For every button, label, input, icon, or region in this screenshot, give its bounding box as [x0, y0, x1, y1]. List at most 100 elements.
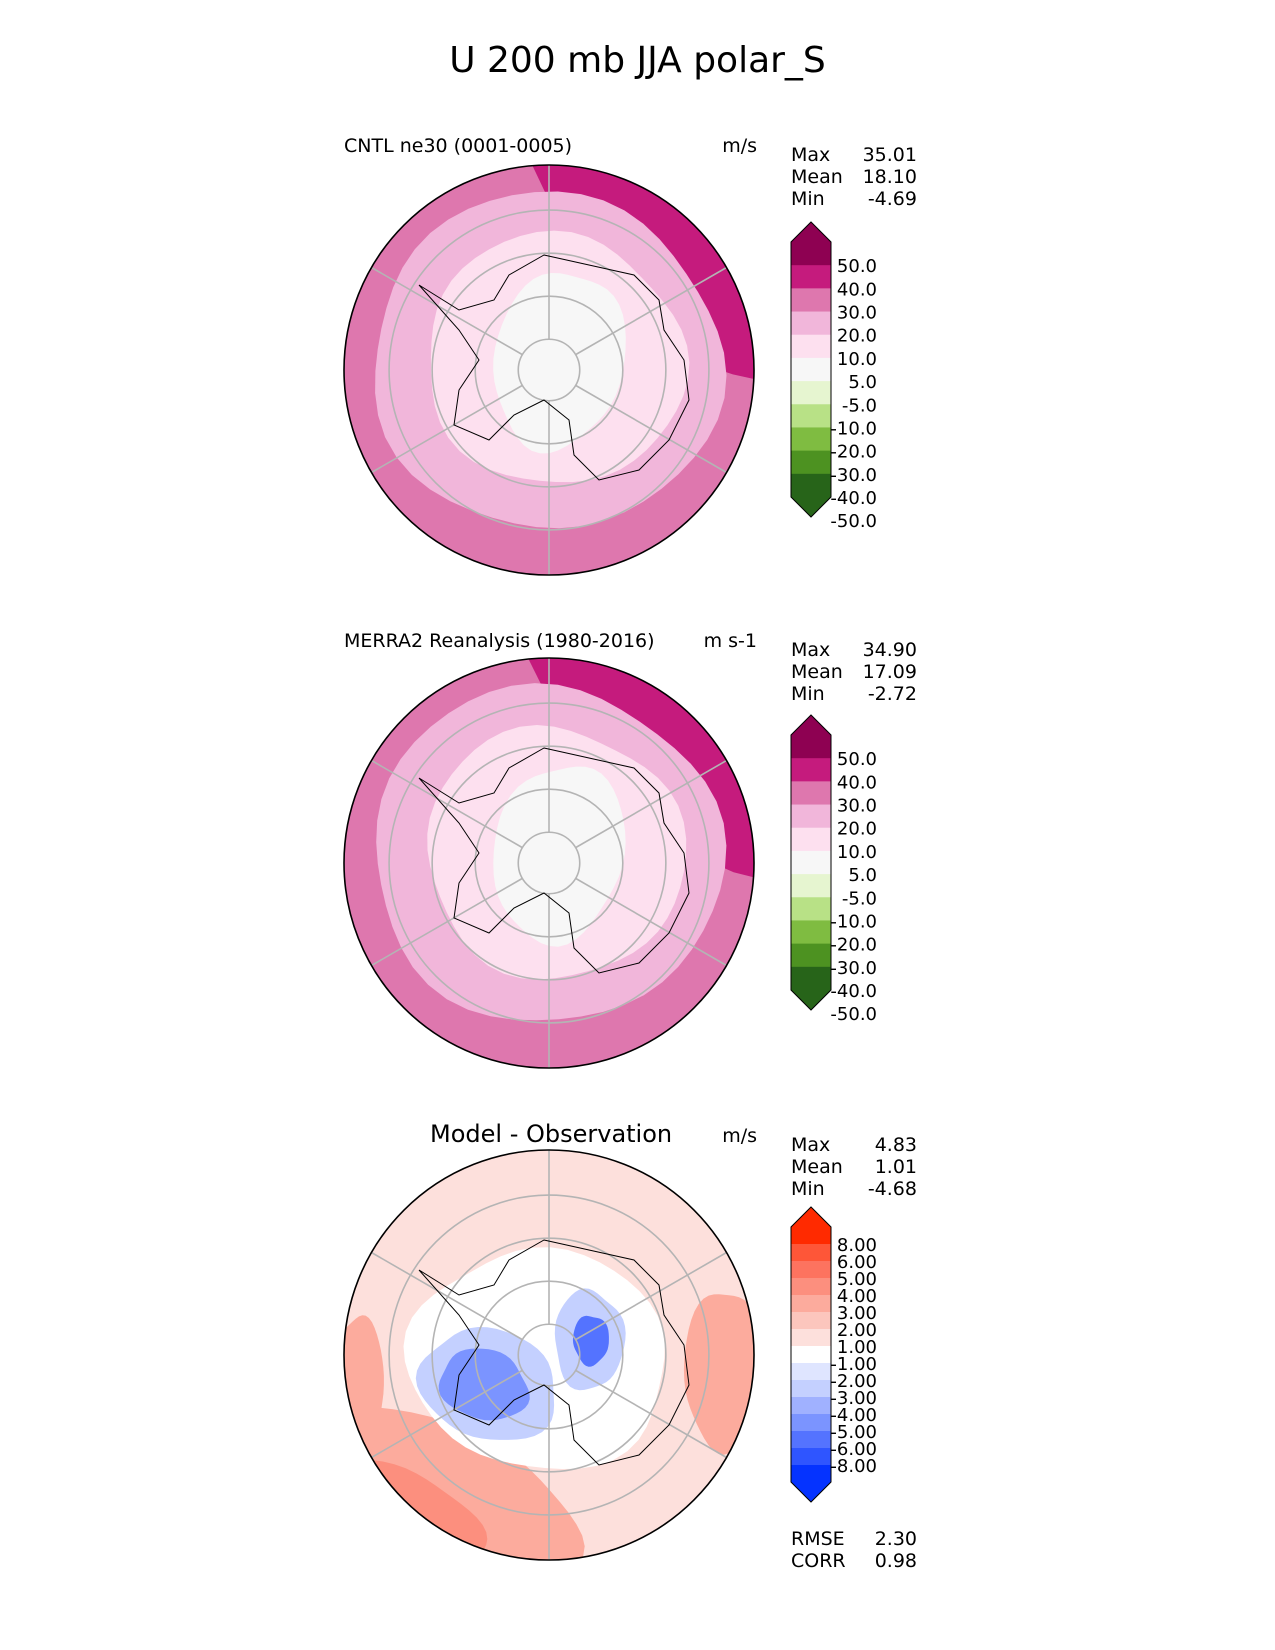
stat-value: -4.69: [867, 188, 917, 210]
colorbar-swatch: [791, 1397, 831, 1415]
test-panel-units: m/s: [722, 135, 757, 157]
figure-title: U 200 mb JJA polar_S: [449, 40, 826, 81]
colorbar-tick-label: 10.0: [837, 842, 877, 863]
colorbar-tick-label: 30.0: [837, 303, 877, 324]
colorbar-tick-label: -40.0: [830, 981, 877, 1002]
colorbar-tick-label: -10.0: [830, 911, 877, 932]
stat-value: -2.72: [867, 683, 917, 705]
field-band-m5: [572, 1315, 609, 1367]
stat-label: Mean: [791, 166, 843, 188]
diff-panel-title: Model - Observation: [430, 1120, 673, 1148]
colorbar-swatch: [791, 242, 831, 266]
meridian-line: [575, 759, 727, 849]
colorbar-extend-high: [791, 222, 831, 242]
colorbar-tick-label: 5.0: [848, 865, 877, 886]
colorbar-tick-label: 40.0: [837, 772, 877, 793]
stat-label: Min: [791, 683, 825, 705]
colorbar-tick-label: 50.0: [837, 256, 877, 277]
colorbar-swatch: [791, 897, 831, 921]
colorbar-swatch: [791, 265, 831, 289]
diff-map: [343, 1149, 755, 1561]
meridian-line: [371, 1251, 523, 1341]
metric-value: 2.30: [874, 1528, 917, 1550]
colorbar-swatch: [791, 1329, 831, 1347]
colorbar-extend-high: [791, 1207, 831, 1227]
colorbar-swatch: [791, 1261, 831, 1279]
colorbar-extend-low: [791, 1482, 831, 1502]
test-stats: Max 35.01 Mean 18.10 Min -4.69: [791, 144, 917, 210]
colorbar-tick-label: -3.00: [830, 1388, 877, 1409]
colorbar-swatch: [791, 334, 831, 359]
meridian-line: [371, 877, 523, 967]
colorbar-tick-label: -20.0: [830, 935, 877, 956]
colorbar-tick-label: 20.0: [837, 326, 877, 347]
stat-label: Mean: [791, 661, 843, 683]
stat-value: 17.09: [862, 661, 917, 683]
ref-colorbar: 50.040.0 30.020.010.05.0-5.0-10.0 -20.0-30…: [790, 714, 877, 1025]
stat-label: Mean: [791, 1156, 843, 1178]
colorbar-swatch: [791, 827, 831, 852]
colorbar-swatch: [791, 758, 831, 782]
colorbar-extend-low: [791, 990, 831, 1010]
meridian-line: [575, 1251, 727, 1341]
meridian-line: [575, 877, 727, 967]
stat-label: Max: [791, 1134, 831, 1156]
colorbar-swatch: [791, 450, 831, 475]
stat-value: 4.83: [874, 1134, 917, 1156]
colorbar-tick-label: 50.0: [837, 749, 877, 770]
metric-label: CORR: [791, 1550, 846, 1572]
colorbar-swatch: [791, 781, 831, 806]
colorbar-swatch: [791, 1278, 831, 1296]
stat-label: Min: [791, 1178, 825, 1200]
colorbar-swatch: [791, 1244, 831, 1262]
stat-value: 35.01: [862, 144, 917, 166]
colorbar-outline: [790, 221, 832, 518]
diff-stats: Max 4.83 Mean 1.01 Min -4.68: [791, 1134, 917, 1200]
meridian-line: [371, 759, 523, 849]
colorbar-swatch: [791, 943, 831, 968]
diff-panel-units: m/s: [722, 1125, 757, 1147]
colorbar-tick-label: -5.00: [830, 1422, 877, 1443]
metric-label: RMSE: [791, 1528, 845, 1550]
colorbar-tick-label: 1.00: [837, 1337, 877, 1358]
ref-panel-title: MERRA2 Reanalysis (1980-2016): [344, 630, 655, 652]
diff-colorbar: 8.006.005.004.003.002.001.00-1.00-2.00-3…: [790, 1206, 877, 1503]
meridian-line: [575, 266, 727, 356]
colorbar-swatch: [791, 1346, 831, 1364]
coastline: [418, 1239, 690, 1466]
stat-value: 18.10: [862, 166, 917, 188]
colorbar-tick-label: -5.0: [842, 888, 877, 909]
colorbar-swatch: [791, 288, 831, 313]
colorbar-tick-label: 5.00: [837, 1269, 877, 1290]
stat-label: Max: [791, 144, 831, 166]
colorbar-swatch: [791, 850, 831, 875]
colorbar-tick-label: 20.0: [837, 819, 877, 840]
colorbar-swatch: [791, 1414, 831, 1432]
colorbar-tick-label: 10.0: [837, 349, 877, 370]
colorbar-tick-label: -5.0: [842, 395, 877, 416]
colorbar-tick-label: 2.00: [837, 1320, 877, 1341]
colorbar-swatch: [791, 427, 831, 452]
coastline: [418, 254, 690, 481]
colorbar-tick-label: -2.00: [830, 1371, 877, 1392]
graticule: [371, 165, 727, 575]
colorbar-swatch: [791, 1448, 831, 1466]
stat-label: Max: [791, 639, 831, 661]
colorbar-swatch: [791, 966, 831, 991]
colorbar-outline: [790, 714, 832, 1011]
colorbar-tick-label: -40.0: [830, 488, 877, 509]
colorbar-tick-label: -1.00: [830, 1354, 877, 1375]
colorbar-tick-label: 6.00: [837, 1252, 877, 1273]
map-boundary: [343, 164, 755, 576]
field-band-3b: [683, 1294, 754, 1455]
colorbar-tick-label: -6.00: [830, 1439, 877, 1460]
colorbar-swatch: [791, 473, 831, 498]
colorbar-swatch: [791, 1227, 831, 1245]
colorbar-tick-label: 30.0: [837, 796, 877, 817]
colorbar-swatch: [791, 1380, 831, 1398]
stat-value: 34.90: [862, 639, 917, 661]
colorbar-tick-label: -10.0: [830, 418, 877, 439]
colorbar-tick-label: -4.00: [830, 1405, 877, 1426]
colorbar-tick-label: 5.0: [848, 372, 877, 393]
